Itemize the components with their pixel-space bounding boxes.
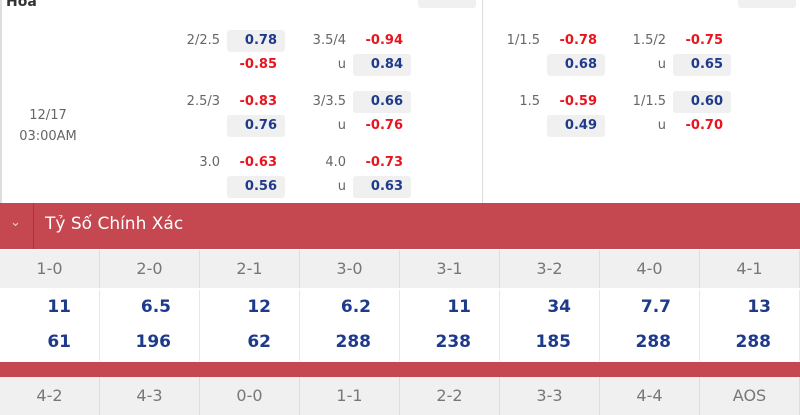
handicap-line: 2.5/3 bbox=[186, 94, 220, 109]
section-title: Tỷ Số Chính Xác bbox=[45, 214, 184, 234]
under-label: u bbox=[337, 57, 346, 72]
section-header-correct-score[interactable]: ⌄ Tỷ Số Chính Xác bbox=[0, 203, 800, 249]
odds-value[interactable]: 0.60 bbox=[673, 91, 731, 113]
odds-value[interactable]: -0.76 bbox=[365, 118, 403, 133]
score-header-row-2: 4-2 4-3 0-0 1-1 2-2 3-3 4-4 AOS bbox=[0, 377, 800, 415]
under-label: u bbox=[337, 179, 346, 194]
panel-divider bbox=[482, 0, 483, 203]
score-label: AOS bbox=[700, 377, 800, 415]
score-odds[interactable]: 11 bbox=[0, 290, 100, 326]
odds-value[interactable]: -0.59 bbox=[559, 94, 597, 109]
odds-value[interactable]: -0.63 bbox=[239, 155, 277, 170]
odds-row-1: 11 6.5 12 6.2 11 34 7.7 13 bbox=[0, 290, 800, 326]
score-odds[interactable]: 6.2 bbox=[300, 290, 400, 326]
score-label: 4-4 bbox=[600, 377, 700, 415]
handicap-line: 2/2.5 bbox=[186, 33, 220, 48]
odds-value[interactable]: -0.78 bbox=[559, 33, 597, 48]
match-time: 03:00AM bbox=[19, 129, 77, 144]
score-odds[interactable]: 238 bbox=[400, 325, 500, 361]
match-date: 12/17 bbox=[29, 108, 67, 123]
handicap-line: 1/1.5 bbox=[506, 33, 540, 48]
score-odds[interactable]: 13 bbox=[700, 290, 800, 326]
odds-value[interactable]: -0.73 bbox=[365, 155, 403, 170]
odds-value[interactable]: 0.56 bbox=[227, 176, 285, 198]
score-label: 1-0 bbox=[0, 250, 100, 288]
score-label: 2-0 bbox=[100, 250, 200, 288]
handicap-line: 4.0 bbox=[325, 155, 346, 170]
odds-value[interactable]: 0.84 bbox=[353, 54, 411, 76]
section-separator bbox=[0, 362, 800, 377]
odds-row-2: 61 196 62 288 238 185 288 288 bbox=[0, 325, 800, 361]
score-label: 3-2 bbox=[500, 250, 600, 288]
score-label: 3-1 bbox=[400, 250, 500, 288]
under-label: u bbox=[337, 118, 346, 133]
draw-odds-right[interactable]: 5.50 bbox=[738, 0, 796, 8]
odds-value[interactable]: 0.63 bbox=[353, 176, 411, 198]
handicap-line: 3.5/4 bbox=[312, 33, 346, 48]
score-label: 4-0 bbox=[600, 250, 700, 288]
score-odds[interactable]: 7.7 bbox=[600, 290, 700, 326]
odds-value[interactable]: -0.83 bbox=[239, 94, 277, 109]
odds-value[interactable]: 0.66 bbox=[353, 91, 411, 113]
under-label: u bbox=[657, 57, 666, 72]
score-header-row: 1-0 2-0 2-1 3-0 3-1 3-2 4-0 4-1 bbox=[0, 250, 800, 288]
chevron-down-icon[interactable]: ⌄ bbox=[10, 215, 21, 230]
score-odds[interactable]: 288 bbox=[300, 325, 400, 361]
score-odds[interactable]: 288 bbox=[700, 325, 800, 361]
score-odds[interactable]: 11 bbox=[400, 290, 500, 326]
odds-value[interactable]: 0.68 bbox=[547, 54, 605, 76]
score-label: 4-3 bbox=[100, 377, 200, 415]
score-label: 3-3 bbox=[500, 377, 600, 415]
score-odds[interactable]: 185 bbox=[500, 325, 600, 361]
score-label: 4-1 bbox=[700, 250, 800, 288]
odds-value[interactable]: -0.75 bbox=[685, 33, 723, 48]
handicap-line: 1.5/2 bbox=[632, 33, 666, 48]
handicap-line: 3.0 bbox=[199, 155, 220, 170]
odds-value[interactable]: -0.94 bbox=[365, 33, 403, 48]
odds-value[interactable]: 0.76 bbox=[227, 115, 285, 137]
odds-value[interactable]: 0.49 bbox=[547, 115, 605, 137]
score-odds[interactable]: 62 bbox=[200, 325, 300, 361]
score-label: 3-0 bbox=[300, 250, 400, 288]
header-divider bbox=[33, 203, 34, 249]
score-odds[interactable]: 61 bbox=[0, 325, 100, 361]
odds-value[interactable]: 0.78 bbox=[227, 30, 285, 52]
draw-label: Hoa bbox=[6, 0, 37, 10]
score-odds[interactable]: 12 bbox=[200, 290, 300, 326]
score-label: 4-2 bbox=[0, 377, 100, 415]
score-odds[interactable]: 34 bbox=[500, 290, 600, 326]
draw-odds-left[interactable]: 10.00 bbox=[418, 0, 476, 8]
odds-value[interactable]: 0.65 bbox=[673, 54, 731, 76]
handicap-line: 3/3.5 bbox=[312, 94, 346, 109]
odds-value[interactable]: -0.70 bbox=[685, 118, 723, 133]
score-odds[interactable]: 6.5 bbox=[100, 290, 200, 326]
handicap-line: 1.5 bbox=[519, 94, 540, 109]
score-odds[interactable]: 196 bbox=[100, 325, 200, 361]
under-label: u bbox=[657, 118, 666, 133]
score-odds[interactable]: 288 bbox=[600, 325, 700, 361]
score-label: 2-1 bbox=[200, 250, 300, 288]
handicap-line: 1/1.5 bbox=[632, 94, 666, 109]
score-label: 0-0 bbox=[200, 377, 300, 415]
score-label: 1-1 bbox=[300, 377, 400, 415]
odds-value[interactable]: -0.85 bbox=[239, 57, 277, 72]
left-panel-border bbox=[0, 0, 2, 203]
score-label: 2-2 bbox=[400, 377, 500, 415]
